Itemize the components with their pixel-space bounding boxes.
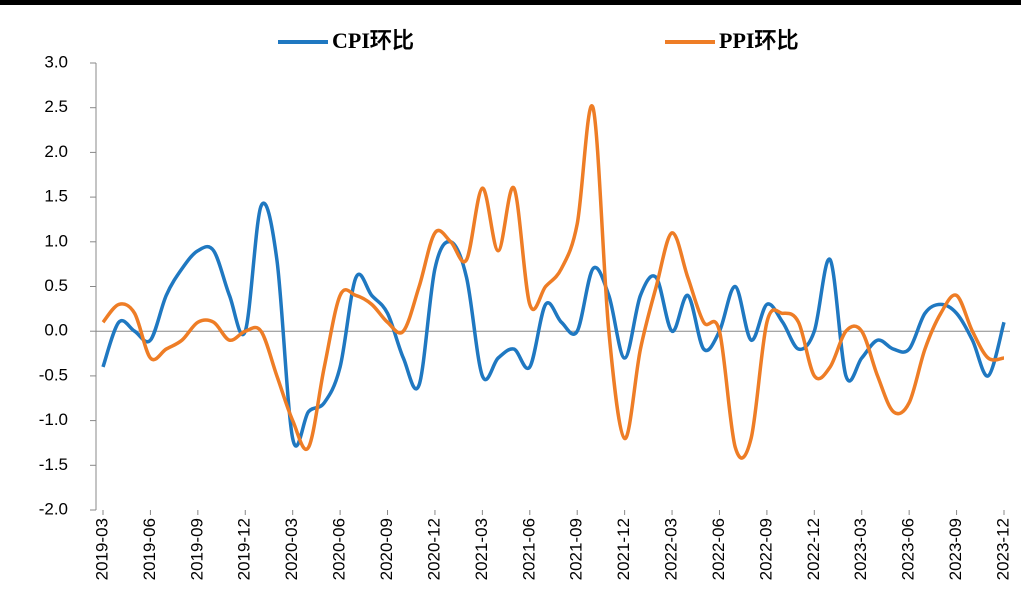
x-tick-label: 2020-09	[377, 518, 396, 580]
y-tick-label: 0.5	[44, 276, 68, 295]
y-tick-label: 0.0	[44, 321, 68, 340]
x-tick-label: 2019-12	[235, 518, 254, 580]
y-tick-label: -1.5	[39, 455, 68, 474]
x-tick-label: 2022-06	[709, 518, 728, 580]
x-tick-label: 2022-03	[662, 518, 681, 580]
series-line	[101, 103, 1005, 460]
top-rule	[0, 0, 1021, 5]
x-tick-label: 2019-03	[92, 518, 111, 580]
y-tick-label: 2.0	[44, 142, 68, 161]
legend-label: CPI环比	[332, 28, 414, 53]
y-tick-label: 1.0	[44, 231, 68, 250]
y-tick-label: -2.0	[39, 499, 68, 518]
legend-label: PPI环比	[719, 28, 798, 53]
x-tick-label: 2021-03	[472, 518, 491, 580]
x-tick-label: 2023-03	[851, 518, 870, 580]
x-tick-label: 2021-12	[614, 518, 633, 580]
x-tick-label: 2020-12	[424, 518, 443, 580]
series-line	[101, 201, 1006, 448]
x-tick-label: 2022-12	[804, 518, 823, 580]
y-tick-label: -1.0	[39, 410, 68, 429]
x-tick-label: 2023-12	[993, 518, 1012, 580]
y-tick-label: 1.5	[44, 187, 68, 206]
x-tick-label: 2022-09	[756, 518, 775, 580]
x-tick-label: 2023-09	[946, 518, 965, 580]
y-tick-label: 3.0	[44, 52, 68, 71]
x-tick-label: 2020-03	[282, 518, 301, 580]
x-tick-label: 2023-06	[899, 518, 918, 580]
x-tick-label: 2021-09	[567, 518, 586, 580]
y-tick-label: -0.5	[39, 365, 68, 384]
x-tick-label: 2019-06	[140, 518, 159, 580]
x-tick-label: 2021-06	[519, 518, 538, 580]
y-tick-label: 2.5	[44, 97, 68, 116]
x-tick-label: 2020-06	[330, 518, 349, 580]
x-tick-label: 2019-09	[187, 518, 206, 580]
